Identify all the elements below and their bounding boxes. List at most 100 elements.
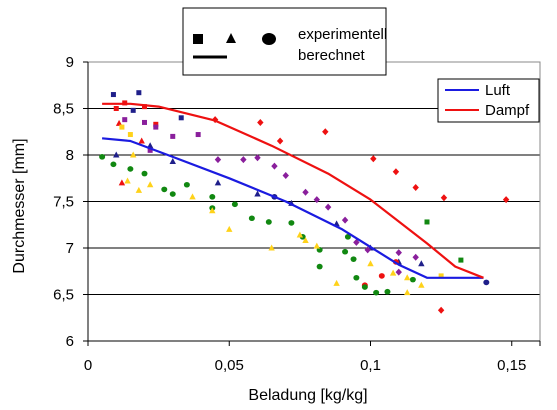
data-point-triangle [404,289,411,296]
fit-lines [101,102,484,279]
data-point-square [136,90,142,96]
data-point-circle [344,234,351,240]
data-point-triangle [146,181,154,188]
data-point-square [147,147,153,153]
legend-triangle-marker [226,33,236,43]
data-point-circle [209,194,216,200]
data-point-diamond [370,155,377,163]
line-luft [101,137,484,279]
y-tick-label: 9 [66,54,74,71]
y-tick-label: 8 [66,147,74,164]
data-point-diamond [271,162,278,170]
data-point-triangle [169,158,176,165]
data-point-circle [127,166,134,172]
data-point-diamond [392,168,400,176]
line-legend: Luft Dampf [437,78,540,123]
data-point-circle [169,191,176,197]
legend-label-luft: Luft [485,82,511,99]
data-point-diamond [502,196,510,204]
data-point-triangle [124,177,131,184]
data-point-diamond [313,196,321,204]
data-point-diamond [395,249,402,257]
x-tick-label: 0 [84,357,92,374]
data-point-circle [316,263,323,270]
y-axis: 6 6,5 7 7,5 8 8,5 9 [53,54,89,350]
data-point-triangle [254,190,261,197]
data-point-circle [378,273,385,279]
data-point-diamond [395,268,402,276]
data-point-diamond [364,246,371,254]
data-point-circle [141,170,148,177]
data-point-square [142,119,147,125]
data-point-circle [342,248,349,255]
legend-label-dampf: Dampf [485,102,530,119]
data-point-triangle [138,137,145,144]
data-point-circle [409,276,416,283]
legend-label-experimentell: experimentell [298,26,387,43]
data-point-square [153,121,159,127]
data-point-diamond [214,156,222,164]
data-point-diamond [437,306,445,314]
data-point-circle [483,279,490,286]
data-point-triangle [115,119,123,126]
data-point-diamond [353,238,360,246]
data-point-triangle [135,186,143,193]
data-point-triangle [209,207,216,214]
marker-legend: experimentell berechnet [182,7,387,76]
data-point-square [438,273,444,279]
legend-circle-marker [262,33,276,45]
data-point-square [130,107,136,113]
data-point-square [153,124,159,130]
data-point-diamond [282,171,289,179]
x-tick-label: 0,1 [360,357,381,374]
data-point-circle [265,219,272,225]
data-point-square [122,117,128,123]
y-axis-title: Durchmesser [mm] [11,138,28,273]
data-point-triangle [268,244,275,251]
y-tick-label: 7,5 [53,194,74,211]
data-point-triangle [418,281,425,288]
data-point-square [127,132,133,138]
data-point-diamond [341,216,349,224]
data-point-triangle [214,179,222,186]
data-point-square [178,115,184,121]
data-point-triangle [226,225,233,232]
data-point-triangle [389,269,397,276]
data-point-circle [110,161,117,168]
data-point-triangle [296,231,304,238]
x-tick-label: 0,15 [497,357,526,374]
data-point-diamond [324,203,332,211]
data-point-diamond [440,194,448,202]
y-tick-label: 8,5 [53,101,74,118]
data-point-circle [361,284,368,290]
data-point-triangle [367,260,374,267]
line-legend-box [437,78,540,123]
legend-square-marker [193,34,203,44]
data-point-square [170,133,176,139]
data-point-square [424,219,430,225]
data-point-triangle [404,274,411,281]
data-point-diamond [412,184,419,192]
data-point-square [110,92,116,98]
data-point-circle [384,288,391,295]
data-point-square [195,132,201,138]
data-point-triangle [189,193,196,200]
data-point-triangle [302,237,309,244]
legend-label-berechnet: berechnet [298,47,366,64]
marker-legend-box [182,7,387,76]
data-point-diamond [257,118,264,126]
data-point-diamond [322,128,329,136]
data-point-diamond [302,188,309,196]
data-point-triangle [118,179,126,186]
data-point-square [119,124,125,130]
data-point-circle [183,181,190,188]
data-point-square [458,257,464,263]
data-point-circle [288,220,295,226]
data-point-circle [350,256,357,262]
data-point-diamond [412,253,419,261]
x-axis: 0 0,05 0,1 0,15 [84,340,541,374]
data-point-circle [353,274,360,281]
data-point-circle [161,186,168,193]
data-point-triangle [313,242,321,249]
data-point-circle [248,215,255,222]
